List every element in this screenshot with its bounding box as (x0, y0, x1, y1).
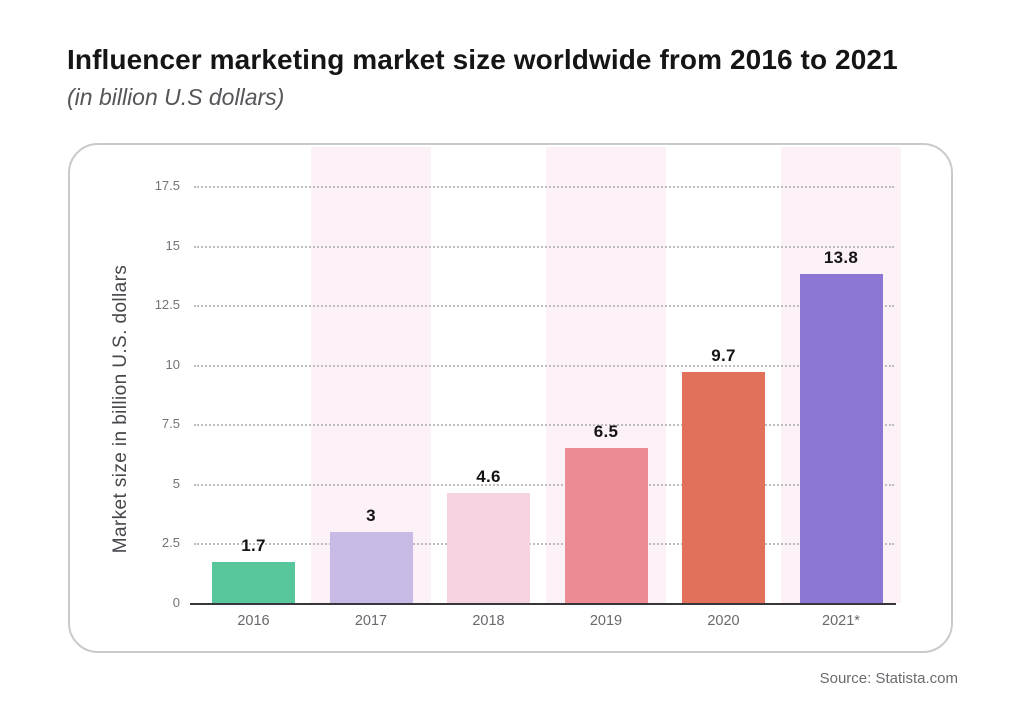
bar-2019 (564, 448, 648, 603)
bar-value-label: 3 (366, 505, 376, 525)
gridline (194, 364, 894, 367)
chart-subtitle: (in billion U.S dollars) (67, 84, 285, 110)
bar-2020 (682, 371, 765, 603)
y-tick-label: 0 (172, 595, 180, 610)
x-axis-line (190, 603, 896, 605)
x-tick-label: 2019 (589, 613, 623, 629)
x-tick-label: 2020 (707, 613, 740, 629)
chart-card: Market size in billion U.S. dollars 0 2.5… (68, 143, 953, 653)
bar-value-label: 9.7 (711, 345, 736, 365)
y-tick-label: 7.5 (161, 416, 180, 432)
bar-value-label: 6.5 (593, 422, 619, 442)
bar-value-label: 13.8 (823, 248, 859, 268)
chart-title: Influencer marketing market size worldwi… (67, 44, 898, 75)
y-axis-title: Market size in billion U.S. dollars (110, 264, 131, 554)
bar-2017 (329, 531, 413, 603)
y-tick-label: 5 (172, 475, 180, 491)
x-tick-label: 2018 (472, 613, 505, 629)
x-tick-label: 2021* (822, 613, 860, 629)
gridline (194, 305, 894, 308)
bar-2016 (212, 562, 295, 603)
gridline (194, 543, 894, 546)
y-tick-label: 12.5 (154, 297, 180, 313)
gridline (194, 424, 894, 427)
gridline (194, 245, 894, 248)
y-tick-label: 10 (165, 356, 180, 372)
background-stripe (311, 147, 431, 603)
y-tick-label: 2.5 (161, 535, 180, 551)
plot-area: Market size in billion U.S. dollars 0 2.5… (70, 145, 951, 651)
bar-2018 (447, 493, 530, 603)
bar-value-label: 1.7 (241, 536, 266, 556)
gridline (194, 186, 894, 188)
source-credit: Source: Statista.com (819, 670, 958, 687)
gridline (194, 483, 894, 486)
bar-value-label: 4.6 (476, 467, 501, 487)
y-tick-label: 15 (165, 237, 180, 253)
bar-2021 (799, 274, 883, 603)
x-tick-label: 2016 (237, 613, 270, 629)
x-tick-label: 2017 (354, 613, 388, 629)
y-tick-label: 17.5 (154, 178, 180, 193)
